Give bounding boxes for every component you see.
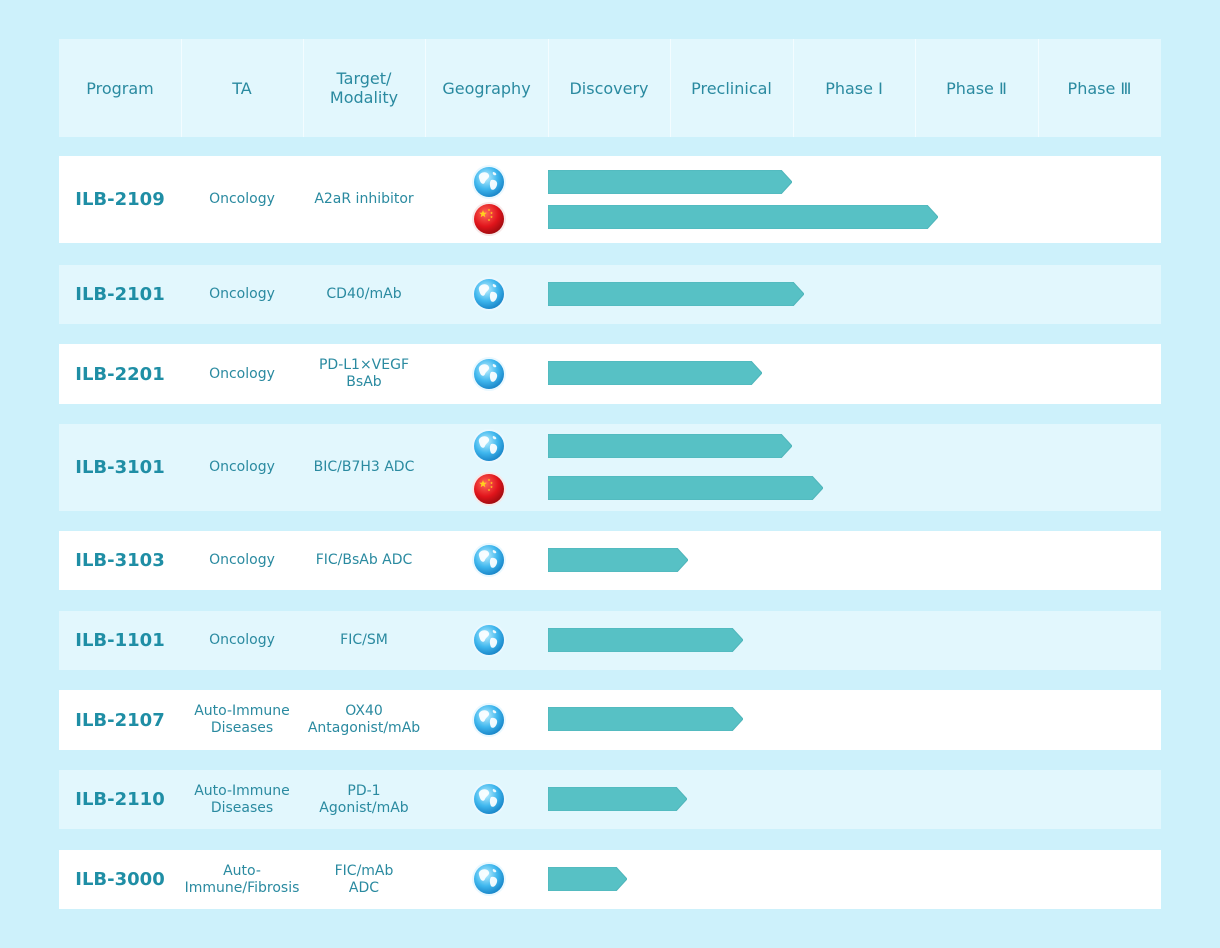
therapeutic-area-line: Oncology	[209, 552, 275, 568]
globe-icon	[471, 356, 507, 392]
progress-bar	[548, 548, 688, 572]
header-phase-1: Phase Ⅰ	[793, 39, 915, 137]
progress-bar	[548, 707, 743, 731]
progress-bar	[548, 205, 938, 229]
therapeutic-area-line: Auto-Immune	[194, 703, 290, 719]
progress-bar	[548, 476, 823, 500]
program-name: ILB-1101	[75, 630, 165, 651]
pipeline-row: ILB-2110 Auto-Immune Diseases PD-1 Agonist/m…	[59, 770, 1161, 829]
therapeutic-area-line: Oncology	[209, 632, 275, 648]
header-program: Program	[86, 78, 154, 98]
therapeutic-area: Auto-Immune Diseases	[181, 690, 303, 750]
therapeutic-area-line: Diseases	[210, 799, 274, 816]
globe-icon	[471, 542, 507, 578]
therapeutic-area-line: Immune/Fibrosis	[184, 879, 300, 896]
therapeutic-area: Oncology	[181, 265, 303, 324]
target-modality: PD-L1×VEGF BsAb	[303, 344, 425, 404]
therapeutic-area-line: Oncology	[209, 365, 275, 382]
globe-icon	[471, 861, 507, 897]
progress-bar	[548, 170, 792, 194]
target-modality-line: A2aR inhibitor	[314, 191, 414, 207]
therapeutic-area-line: Oncology	[209, 191, 275, 207]
progress-bar	[548, 628, 743, 652]
progress-bar	[548, 361, 762, 385]
therapeutic-area-line: Auto-Immune	[194, 782, 290, 799]
program-name: ILB-2110	[75, 789, 165, 810]
progress-bar	[548, 787, 687, 811]
program-name: ILB-2201	[75, 363, 165, 385]
globe-icon	[471, 276, 507, 312]
program-name: ILB-2107	[75, 709, 165, 731]
globe-icon	[471, 164, 507, 200]
target-modality-line: CD40/mAb	[326, 286, 402, 302]
target-modality: OX40 Antagonist/mAb	[303, 690, 425, 750]
globe-icon	[471, 622, 507, 658]
target-modality: A2aR inhibitor	[303, 156, 425, 243]
target-modality: FIC/mAb ADC	[303, 850, 425, 909]
target-modality-line: FIC/SM	[340, 632, 388, 648]
target-modality-line: ADC	[348, 879, 380, 896]
target-modality-line: BsAb	[346, 374, 382, 390]
china-flag-icon	[471, 471, 507, 507]
header-phase-2: Phase Ⅱ	[915, 39, 1038, 137]
target-modality: PD-1 Agonist/mAb	[303, 770, 425, 829]
therapeutic-area: Auto- Immune/Fibrosis	[181, 850, 303, 909]
pipeline-row: ILB-3103 Oncology FIC/BsAb ADC	[59, 531, 1161, 590]
therapeutic-area-line: Auto-	[223, 862, 261, 879]
therapeutic-area-line: Diseases	[210, 720, 274, 736]
target-modality: CD40/mAb	[303, 265, 425, 324]
target-modality-line: FIC/mAb	[334, 862, 394, 879]
therapeutic-area: Oncology	[181, 344, 303, 404]
pipeline-row: ILB-2109 Oncology A2aR inhibitor	[59, 156, 1161, 243]
globe-icon	[471, 428, 507, 464]
pipeline-row: ILB-2107 Auto-Immune Diseases OX40 Antagonis…	[59, 690, 1161, 750]
pipeline-row: ILB-3101 Oncology BIC/B7H3 ADC	[59, 424, 1161, 511]
progress-bar	[548, 282, 804, 306]
progress-bar	[548, 867, 627, 891]
pipeline-row: ILB-1101 Oncology FIC/SM	[59, 611, 1161, 670]
program-name: ILB-2101	[75, 284, 165, 305]
therapeutic-area: Oncology	[181, 424, 303, 511]
pipeline-row: ILB-2201 Oncology PD-L1×VEGF BsAb	[59, 344, 1161, 404]
china-flag-icon	[471, 201, 507, 237]
target-modality-line: BIC/B7H3 ADC	[313, 459, 415, 475]
target-modality-line: PD-1	[347, 782, 381, 799]
header-phase-3: Phase Ⅲ	[1038, 39, 1161, 137]
program-name: ILB-3101	[75, 457, 165, 478]
header-preclinical: Preclinical	[670, 39, 793, 137]
target-modality: FIC/SM	[303, 611, 425, 670]
target-modality-line: OX40	[345, 703, 383, 719]
therapeutic-area: Oncology	[181, 156, 303, 243]
header-target-modality: Target/Modality	[303, 39, 425, 137]
program-name: ILB-2109	[75, 189, 165, 210]
target-modality: FIC/BsAb ADC	[303, 531, 425, 590]
pipeline-header: Program TA Target/Modality Geography Dis…	[59, 39, 1161, 137]
target-modality-line: Agonist/mAb	[319, 799, 409, 816]
pipeline-row: ILB-2101 Oncology CD40/mAb	[59, 265, 1161, 324]
program-name: ILB-3103	[75, 550, 165, 571]
target-modality-line: FIC/BsAb ADC	[315, 552, 413, 568]
target-modality: BIC/B7H3 ADC	[303, 424, 425, 511]
target-modality-line: Antagonist/mAb	[307, 720, 421, 736]
header-geography: Geography	[425, 39, 548, 137]
header-discovery: Discovery	[548, 39, 670, 137]
target-modality-line: PD-L1×VEGF	[318, 357, 410, 373]
globe-icon	[471, 702, 507, 738]
pipeline-row: ILB-3000 Auto- Immune/Fibrosis FIC/mAb ADC	[59, 850, 1161, 909]
program-name: ILB-3000	[75, 869, 165, 890]
progress-bar	[548, 434, 792, 458]
therapeutic-area: Auto-Immune Diseases	[181, 770, 303, 829]
therapeutic-area: Oncology	[181, 611, 303, 670]
therapeutic-area-line: Oncology	[209, 459, 275, 475]
therapeutic-area: Oncology	[181, 531, 303, 590]
therapeutic-area-line: Oncology	[209, 286, 275, 302]
globe-icon	[471, 781, 507, 817]
header-ta: TA	[181, 39, 303, 137]
